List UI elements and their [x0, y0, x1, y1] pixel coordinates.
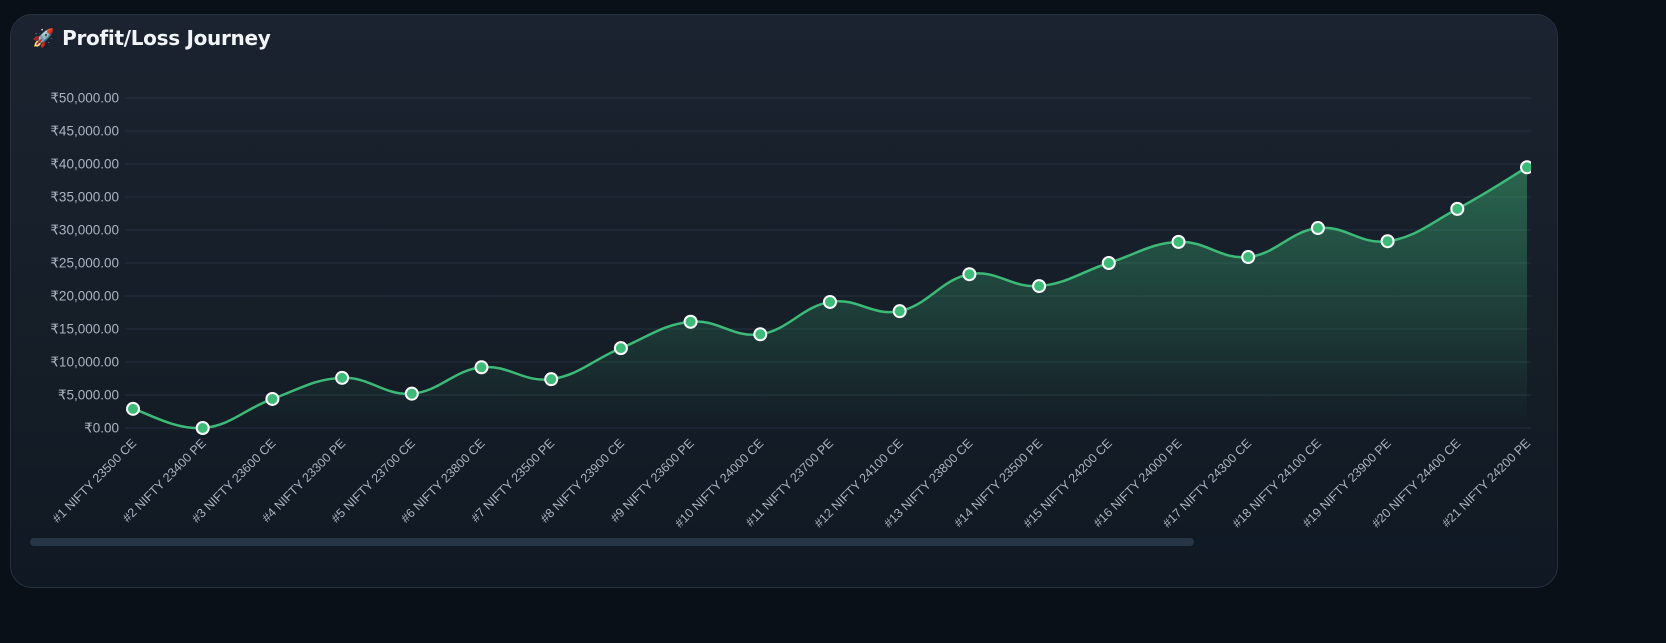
data-point[interactable]: [126, 401, 140, 416]
data-point[interactable]: [404, 386, 419, 401]
data-point[interactable]: [683, 314, 698, 329]
y-tick-label: ₹25,000.00: [50, 256, 119, 271]
data-point[interactable]: [195, 421, 210, 435]
scrollbar-thumb[interactable]: [30, 538, 1194, 546]
data-point[interactable]: [892, 304, 907, 319]
data-point[interactable]: [1101, 256, 1116, 270]
card-title-text: Profit/Loss Journey: [62, 26, 271, 50]
data-point[interactable]: [823, 294, 837, 309]
data-point[interactable]: [265, 391, 280, 406]
x-tick-label: #22 N: [1569, 436, 1602, 469]
card-title: 🚀 Profit/Loss Journey: [32, 26, 271, 50]
data-point[interactable]: [1380, 234, 1395, 249]
data-point[interactable]: [544, 372, 559, 387]
area-fill: [133, 167, 1527, 429]
y-tick-label: ₹50,000.00: [50, 91, 119, 106]
data-point[interactable]: [1450, 201, 1465, 216]
data-point[interactable]: [1032, 279, 1047, 294]
data-point[interactable]: [1520, 160, 1533, 175]
rocket-icon: 🚀: [32, 27, 55, 49]
data-point[interactable]: [335, 370, 350, 385]
y-tick-label: ₹20,000.00: [50, 289, 119, 304]
y-tick-label: ₹15,000.00: [50, 322, 119, 337]
data-point[interactable]: [1171, 234, 1186, 249]
y-tick-label: ₹35,000.00: [50, 190, 119, 205]
y-tick-label: ₹30,000.00: [50, 223, 119, 238]
data-point[interactable]: [613, 341, 628, 356]
y-tick-label: ₹40,000.00: [50, 157, 119, 172]
y-tick-label: ₹10,000.00: [50, 355, 119, 370]
data-point[interactable]: [1310, 221, 1325, 236]
data-point[interactable]: [1241, 250, 1256, 265]
data-point[interactable]: [753, 327, 768, 342]
y-tick-label: ₹5,000.00: [58, 388, 119, 403]
data-point[interactable]: [474, 360, 489, 375]
y-tick-label: ₹0.00: [84, 421, 119, 436]
horizontal-scrollbar[interactable]: [30, 538, 1522, 546]
y-tick-label: ₹45,000.00: [50, 124, 119, 139]
data-point[interactable]: [962, 267, 977, 282]
